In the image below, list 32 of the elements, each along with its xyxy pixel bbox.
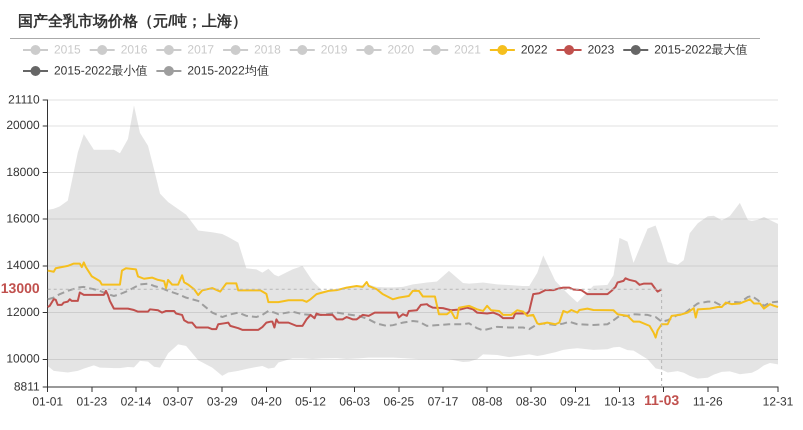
x-tick-label: 12-31 (762, 394, 794, 409)
y-tick-label: 14000 (6, 258, 40, 272)
y-tick-label: 16000 (6, 212, 40, 226)
x-tick-label: 07-17 (428, 394, 459, 409)
x-tick-label: 08-30 (516, 394, 547, 409)
x-tick-label: 06-03 (339, 394, 370, 409)
legend-label: 2023 (588, 42, 615, 56)
x-tick-label: 01-01 (32, 394, 64, 409)
y-tick-label: 10000 (6, 352, 40, 366)
x-tick-label: 03-07 (162, 394, 194, 409)
x-tick-label: 02-14 (120, 394, 152, 409)
y-tick-label: 8811 (14, 379, 40, 394)
y-tick-label: 21110 (8, 92, 40, 106)
annotation: 11-03 (644, 392, 680, 408)
y-tick-label: 20000 (6, 118, 40, 132)
legend-label: 2015-2022最小值 (54, 63, 148, 78)
y-tick-label: 18000 (6, 164, 40, 179)
annotation: 13000 (0, 280, 40, 296)
x-tick-label: 03-29 (206, 394, 238, 409)
x-tick-label: 05-12 (295, 394, 326, 409)
y-tick-label: 12000 (6, 304, 40, 319)
x-tick-label: 04-20 (251, 394, 282, 409)
x-tick-label: 10-13 (604, 394, 636, 409)
legend-label: 2022 (520, 42, 548, 56)
x-tick-label: 06-25 (383, 394, 414, 409)
chart-title: 国产全乳市场价格（元/吨；上海） (18, 13, 248, 30)
x-tick-label: 01-23 (76, 394, 108, 409)
x-tick-label: 09-21 (560, 394, 592, 409)
legend-label: 2015-2022最大值 (654, 42, 748, 56)
legend-label: 2015-2022均值 (187, 63, 269, 78)
x-tick-label: 08-08 (472, 394, 503, 409)
x-tick-label: 11-26 (692, 394, 723, 409)
